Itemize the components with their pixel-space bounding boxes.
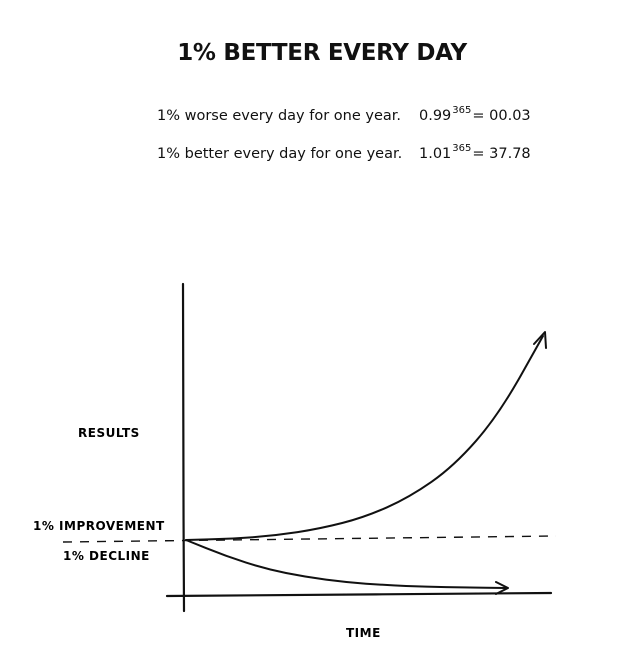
page-title: 1% BETTER EVERY DAY: [177, 40, 467, 66]
formula-worse-label: 1% worse every day for one year.: [157, 108, 402, 124]
x-axis: [165, 591, 553, 598]
formula-better-expression: 1.01365= 37.78: [419, 142, 531, 162]
formula-better-label: 1% better every day for one year.: [157, 146, 403, 162]
legend-decline-label: 1% DECLINE: [63, 549, 150, 563]
y-axis-label: RESULTS: [78, 426, 140, 440]
series-decline-arrowhead: [495, 581, 509, 595]
formula-worse-result: = 00.03: [472, 108, 531, 124]
x-axis-label: TIME: [346, 626, 381, 640]
formula-worse-exponent: 365: [452, 104, 472, 116]
formula-better-result: = 37.78: [472, 146, 531, 162]
series-improvement-line: [185, 335, 544, 541]
formula-worse: 1% worse every day for one year. 0.99365=…: [157, 104, 531, 124]
legend-improvement-label: 1% IMPROVEMENT: [33, 519, 165, 533]
y-axis: [181, 282, 186, 613]
baseline-dashed: [62, 535, 557, 543]
formula-better: 1% better every day for one year. 1.01365…: [157, 142, 531, 162]
series-decline-line: [185, 539, 507, 589]
formula-better-base: 1.01: [419, 146, 452, 162]
formula-worse-expression: 0.99365= 00.03: [419, 104, 531, 124]
formula-worse-base: 0.99: [419, 108, 452, 124]
series-improvement-arrowhead: [533, 331, 547, 349]
formula-better-exponent: 365: [452, 142, 472, 154]
